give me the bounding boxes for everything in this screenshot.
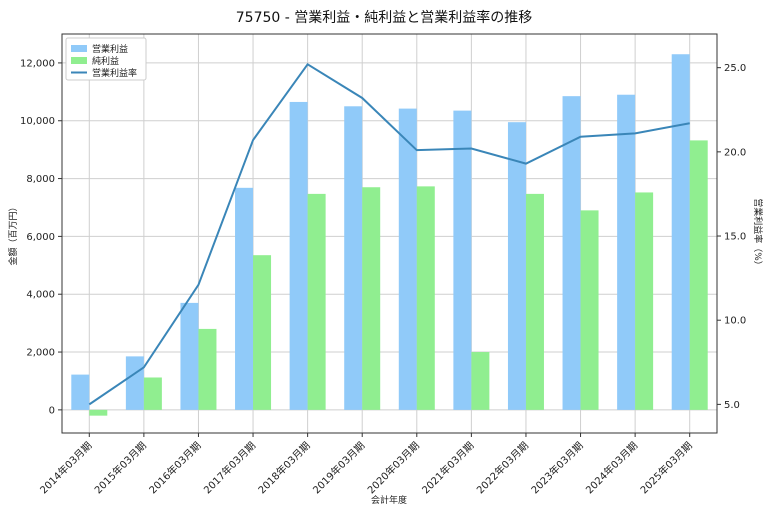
x-tick-label-10: 2024年03月期 [583, 439, 640, 496]
x-axis-ticks: 2014年03月期2015年03月期2016年03月期2017年03月期2018… [37, 433, 695, 496]
y2-axis-label: 営業利益率（%） [752, 198, 764, 270]
bar-net-profit-11 [689, 140, 708, 410]
x-tick-label-7: 2021年03月期 [419, 439, 476, 496]
bar-operating-profit-1 [125, 356, 144, 410]
bars-layer [71, 54, 708, 416]
line-layer [88, 62, 690, 406]
bar-operating-profit-6 [398, 108, 417, 410]
bar-operating-profit-2 [180, 302, 199, 410]
y-tick-label-6: 12,000 [20, 58, 55, 69]
bar-net-profit-1 [143, 377, 162, 410]
y-tick-label-0: 0 [49, 405, 55, 416]
bar-operating-profit-3 [235, 187, 254, 410]
legend-label-1: 純利益 [92, 55, 119, 67]
y2-tick-label-4: 25.0 [724, 63, 746, 74]
operating-margin-line [88, 62, 690, 406]
y-tick-label-1: 2,000 [26, 348, 55, 359]
bar-operating-profit-10 [617, 94, 636, 410]
bar-operating-profit-7 [453, 110, 472, 410]
x-tick-label-1: 2015年03月期 [92, 439, 149, 496]
y-tick-label-5: 10,000 [20, 116, 55, 127]
bar-net-profit-10 [635, 192, 654, 410]
x-tick-label-0: 2014年03月期 [37, 439, 94, 496]
legend-swatch-0 [71, 45, 87, 52]
x-tick-label-6: 2020年03月期 [365, 439, 422, 496]
bar-net-profit-2 [198, 328, 217, 410]
x-tick-label-9: 2023年03月期 [528, 439, 585, 496]
bar-net-profit-6 [416, 186, 435, 410]
y-tick-label-3: 6,000 [26, 232, 55, 243]
bar-net-profit-9 [580, 210, 599, 410]
x-tick-label-3: 2017年03月期 [201, 439, 258, 496]
y2-tick-label-3: 20.0 [724, 147, 746, 158]
chart-title: 75750 - 営業利益・純利益と営業利益率の推移 [236, 9, 533, 26]
legend-label-0: 営業利益 [92, 43, 128, 55]
x-tick-label-2: 2016年03月期 [146, 439, 203, 496]
bar-net-profit-8 [525, 193, 544, 410]
legend-swatch-1 [71, 57, 87, 64]
bar-net-profit-3 [253, 255, 272, 410]
x-tick-label-4: 2018年03月期 [255, 439, 312, 496]
legend-label-2: 営業利益率 [92, 67, 137, 79]
y2-tick-label-0: 5.0 [724, 400, 740, 411]
x-tick-label-11: 2025年03月期 [637, 439, 694, 496]
bar-net-profit-7 [471, 352, 490, 410]
bar-operating-profit-11 [671, 54, 690, 410]
y2-tick-label-2: 15.0 [724, 232, 746, 243]
y-tick-label-4: 8,000 [26, 174, 55, 185]
y2-tick-label-1: 10.0 [724, 316, 746, 327]
plot-frame [61, 33, 718, 434]
y-axis-ticks: 0 2,000 4,000 6,000 8,000 10,000 12,000 [20, 58, 62, 416]
bar-operating-profit-4 [289, 101, 308, 410]
bar-operating-profit-5 [344, 106, 363, 410]
x-tick-label-5: 2019年03月期 [310, 439, 367, 496]
bar-net-profit-4 [307, 193, 326, 410]
y2-axis-ticks: 5.0 10.0 15.0 20.0 25.0 [717, 63, 746, 411]
bar-operating-profit-9 [562, 96, 581, 410]
bar-net-profit-5 [362, 187, 381, 410]
y-axis-label: 金額（百万円） [7, 202, 19, 265]
bar-net-profit-0 [89, 409, 108, 416]
bar-operating-profit-0 [71, 374, 90, 410]
bar-operating-profit-8 [507, 122, 526, 410]
y-tick-label-2: 4,000 [26, 290, 55, 301]
x-axis-label: 会計年度 [371, 494, 407, 506]
x-tick-label-8: 2022年03月期 [474, 439, 531, 496]
